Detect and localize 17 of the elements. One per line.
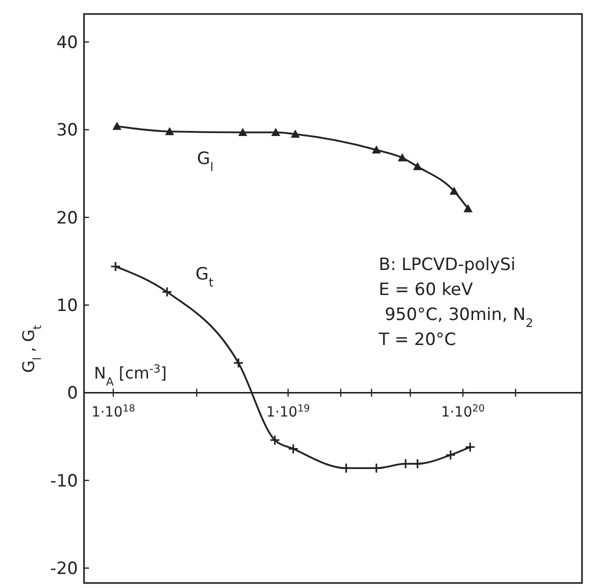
series-label: G$_{t}$ [196, 264, 214, 290]
y-tick-label: 10 [56, 296, 78, 316]
annotation: 950°C, 30min, N$_{2}$ [384, 305, 534, 330]
y-tick-label: 40 [56, 33, 78, 54]
x-tick-label: 1·10$^{19}$ [266, 403, 310, 421]
y-tick-label: -20 [50, 559, 78, 580]
annotation: E = 60 keV [378, 280, 474, 300]
x-tick-label: 1·10$^{18}$ [91, 403, 136, 421]
x-axis-title: N$_{A}$ [cm$^{-3}$] [94, 362, 167, 388]
y-tick-label: 20 [56, 208, 78, 228]
y-tick-label: 0 [67, 384, 78, 404]
annotation: B: LPCVD-polySi [378, 255, 516, 276]
y-tick-label: 30 [56, 120, 78, 141]
series-label: G$_{l}$ [196, 149, 214, 174]
y-tick-label: -10 [50, 471, 78, 492]
annotation: T = 20°C [378, 330, 456, 350]
x-tick-label: 1·10$^{20}$ [441, 403, 485, 421]
